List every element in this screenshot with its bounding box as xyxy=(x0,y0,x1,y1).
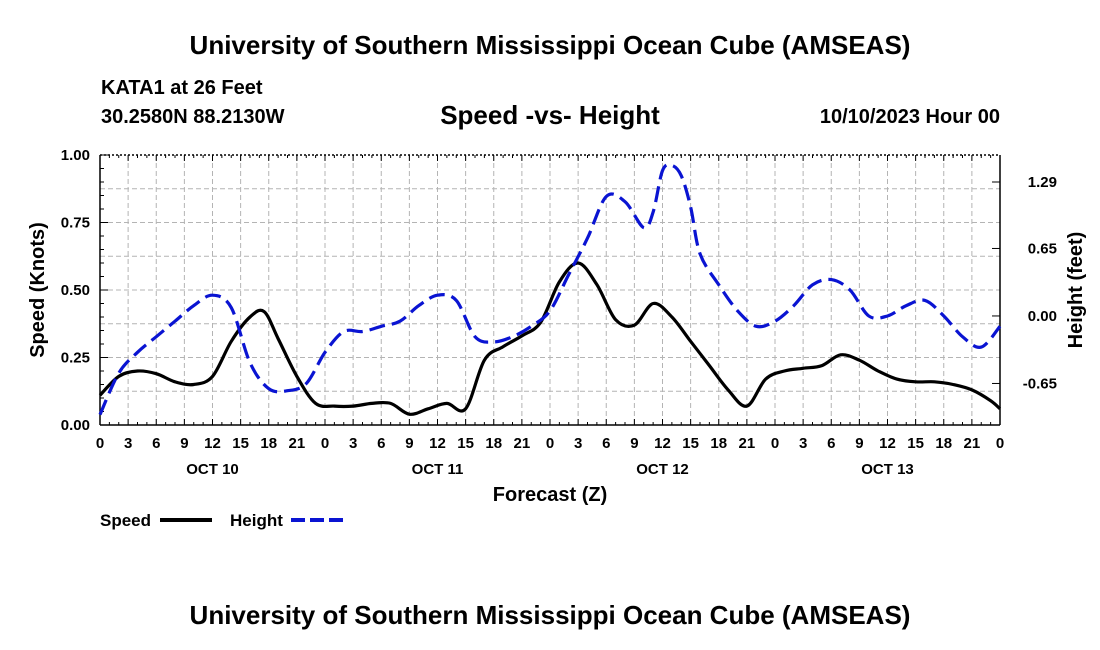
x-day-label: OCT 12 xyxy=(636,461,689,478)
y2-axis-title: Height (feet) xyxy=(1065,232,1087,349)
x-tick-label: 3 xyxy=(349,435,357,452)
x-tick-label: 0 xyxy=(96,435,104,452)
chart-title-top: University of Southern Mississippi Ocean… xyxy=(189,30,911,60)
y2-tick-label: 0.00 xyxy=(1028,308,1057,325)
x-tick-label: 21 xyxy=(964,435,981,452)
x-tick-label: 21 xyxy=(739,435,756,452)
x-tick-label: 15 xyxy=(232,435,249,452)
height-series-line xyxy=(98,163,1002,416)
x-axis-title: Forecast (Z) xyxy=(493,484,607,506)
x-day-label: OCT 10 xyxy=(186,461,239,478)
series-lines xyxy=(98,163,1002,416)
x-tick-label: 6 xyxy=(152,435,160,452)
x-tick-label: 6 xyxy=(602,435,610,452)
y2-tick-label: 0.65 xyxy=(1028,240,1057,257)
x-tick-label: 0 xyxy=(546,435,554,452)
x-tick-label: 15 xyxy=(907,435,924,452)
x-tick-label: 18 xyxy=(710,435,727,452)
y-axis-title: Speed (Knots) xyxy=(27,222,49,358)
x-tick-label: 9 xyxy=(855,435,863,452)
y-tick-label: 0.75 xyxy=(61,215,90,232)
x-day-label: OCT 13 xyxy=(861,461,914,478)
station-label: KATA1 at 26 Feet xyxy=(101,77,263,99)
x-tick-label: 15 xyxy=(457,435,474,452)
x-tick-label: 18 xyxy=(485,435,502,452)
chart-title-bottom: University of Southern Mississippi Ocean… xyxy=(189,600,911,630)
x-tick-label: 6 xyxy=(377,435,385,452)
x-day-label: OCT 11 xyxy=(412,461,464,478)
y-tick-label: 0.25 xyxy=(61,350,90,367)
legend-label-speed: Speed xyxy=(100,511,151,530)
x-tick-label: 12 xyxy=(204,435,221,452)
x-tick-label: 15 xyxy=(682,435,699,452)
speed-series-line xyxy=(98,261,1002,416)
x-tick-label: 9 xyxy=(180,435,188,452)
x-tick-label: 12 xyxy=(879,435,896,452)
x-tick-label: 21 xyxy=(289,435,306,452)
legend-label-height: Height xyxy=(230,511,283,530)
x-tick-label: 18 xyxy=(935,435,952,452)
y2-tick-label: -0.65 xyxy=(1023,375,1057,392)
x-tick-label: 9 xyxy=(630,435,638,452)
axis-ticks: 0 3 6 9 12 15 18 21 0 3 6 9 12 15 18 21 0 3 6 9 12 15 18 21 0 3 6 9… xyxy=(27,147,1087,506)
grid xyxy=(100,155,1000,425)
x-tick-label: 3 xyxy=(124,435,132,452)
x-tick-label: 0 xyxy=(996,435,1004,452)
x-tick-label: 3 xyxy=(574,435,582,452)
y-tick-label: 1.00 xyxy=(61,147,90,164)
x-tick-label: 0 xyxy=(321,435,329,452)
x-tick-label: 9 xyxy=(405,435,413,452)
x-tick-label: 3 xyxy=(799,435,807,452)
y2-tick-label: 1.29 xyxy=(1028,174,1057,191)
y-tick-label: 0.00 xyxy=(61,417,90,434)
x-tick-label: 21 xyxy=(514,435,531,452)
x-tick-label: 0 xyxy=(771,435,779,452)
legend: Speed Height xyxy=(100,511,343,530)
x-tick-label: 6 xyxy=(827,435,835,452)
coordinates-label: 30.2580N 88.2130W xyxy=(101,106,285,128)
x-tick-label: 18 xyxy=(260,435,277,452)
x-tick-label: 12 xyxy=(654,435,671,452)
chart-subtitle: Speed -vs- Height xyxy=(440,100,660,130)
x-tick-label: 12 xyxy=(429,435,446,452)
y-tick-label: 0.50 xyxy=(61,282,90,299)
date-label: 10/10/2023 Hour 00 xyxy=(819,106,1000,128)
